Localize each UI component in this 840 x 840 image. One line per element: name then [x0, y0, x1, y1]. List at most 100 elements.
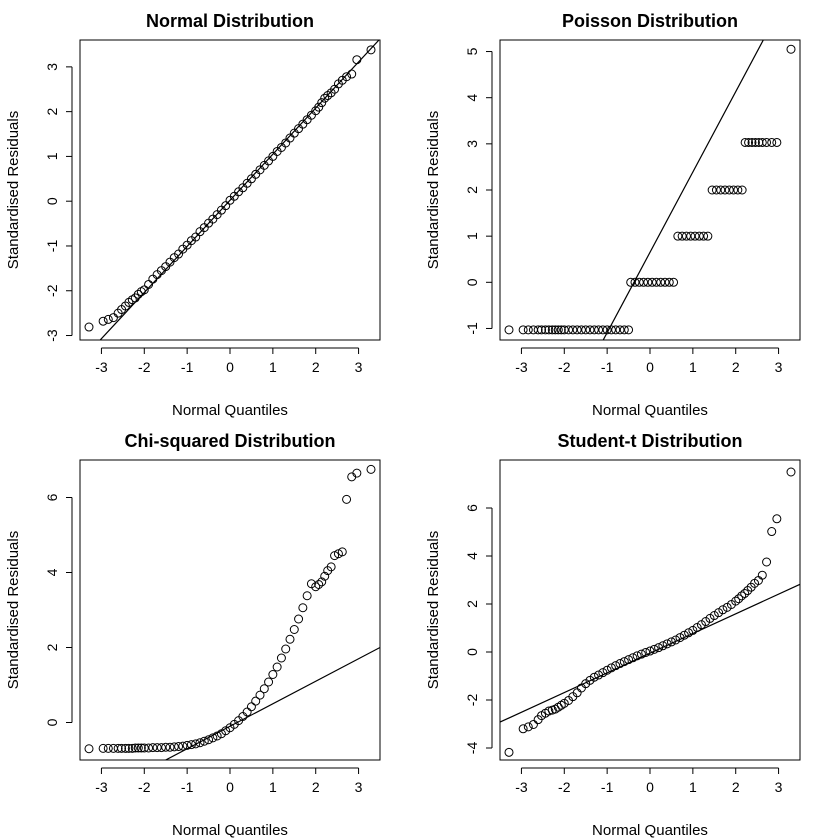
- data-point: [281, 644, 291, 654]
- plot-title: Chi-squared Distribution: [125, 431, 336, 451]
- data-point: [707, 185, 717, 195]
- data-point: [152, 743, 162, 753]
- x-tick-label: -2: [138, 779, 151, 795]
- data-point: [178, 741, 188, 751]
- data-point: [251, 696, 261, 706]
- data-point: [632, 651, 642, 661]
- data-point: [619, 325, 629, 335]
- x-tick-label: -2: [558, 779, 571, 795]
- data-point: [684, 628, 694, 638]
- plot-frame: [79, 39, 381, 341]
- plot-frame: [499, 459, 801, 761]
- data-point: [255, 690, 265, 700]
- y-tick-label: 2: [44, 643, 60, 651]
- y-tick-label: -1: [464, 322, 480, 335]
- data-point: [169, 742, 179, 752]
- data-point: [264, 677, 274, 687]
- x-axis-label: Normal Quantiles: [592, 822, 708, 839]
- x-tick-label: 1: [269, 359, 277, 375]
- data-point: [342, 72, 352, 82]
- x-tick-label: -3: [95, 779, 108, 795]
- data-point: [144, 279, 154, 289]
- data-point: [576, 325, 586, 335]
- data-point: [626, 277, 636, 287]
- data-point: [352, 55, 362, 65]
- data-point: [681, 231, 691, 241]
- data-point: [221, 201, 231, 211]
- x-tick-label: -2: [558, 359, 571, 375]
- data-point: [589, 672, 599, 682]
- data-point: [639, 277, 649, 287]
- data-point: [317, 577, 327, 587]
- data-point: [139, 743, 149, 753]
- data-point: [564, 325, 574, 335]
- data-point: [103, 314, 113, 324]
- data-point: [133, 289, 143, 299]
- data-point: [675, 633, 685, 643]
- data-point: [528, 719, 538, 729]
- data-point: [120, 743, 130, 753]
- y-tick-label: 2: [44, 108, 60, 116]
- data-point: [144, 743, 154, 753]
- data-point: [314, 580, 324, 589]
- data-point: [130, 743, 140, 753]
- data-point: [585, 325, 595, 335]
- reference-line: [602, 40, 764, 340]
- y-axis: -1 0 1 2 3 4 5: [464, 47, 493, 335]
- y-tick-label: 1: [44, 152, 60, 160]
- data-point: [133, 743, 143, 753]
- data-point: [148, 274, 158, 284]
- data-point: [744, 137, 754, 147]
- data-point: [699, 231, 709, 241]
- plot-frame: [79, 459, 381, 761]
- data-point: [246, 174, 256, 184]
- data-point: [259, 684, 269, 694]
- data-point: [677, 231, 687, 241]
- data-point: [767, 527, 777, 537]
- data-point: [84, 322, 94, 332]
- y-tick-label: 2: [464, 186, 480, 194]
- data-point: [720, 185, 730, 195]
- x-tick-label: 2: [312, 359, 320, 375]
- data-point: [113, 743, 123, 753]
- y-tick-label: 0: [464, 648, 480, 656]
- data-point: [762, 557, 772, 567]
- x-axis: -3 -2 -1 0 1 2 3: [515, 347, 783, 375]
- y-axis-label: Standardised Residuals: [5, 111, 22, 269]
- data-point: [594, 325, 604, 335]
- data-point: [108, 313, 118, 323]
- data-point: [606, 663, 616, 673]
- data-point: [242, 707, 252, 717]
- data-point: [750, 137, 760, 147]
- data-point: [294, 614, 304, 624]
- qq-plot-student-t: Student-t Distribution Normal Quantiles …: [425, 431, 801, 839]
- x-tick-label: 1: [689, 359, 697, 375]
- data-point: [136, 743, 146, 753]
- x-tick-label: 2: [732, 359, 740, 375]
- data-point: [553, 325, 563, 335]
- x-tick-label: 0: [226, 359, 234, 375]
- x-tick-label: 3: [775, 779, 783, 795]
- data-point: [757, 570, 767, 580]
- data-point: [660, 277, 670, 287]
- data-point: [602, 325, 612, 335]
- qq-plot-poisson: Poisson Distribution Normal Quantiles St…: [425, 11, 801, 419]
- data-point: [528, 325, 538, 335]
- data-point: [772, 514, 782, 524]
- y-axis-label: Standardised Residuals: [425, 531, 442, 689]
- y-tick-label: -2: [44, 284, 60, 297]
- y-tick-label: 6: [464, 504, 480, 512]
- data-point: [320, 571, 330, 581]
- y-tick-label: -4: [464, 742, 480, 755]
- data-point: [615, 659, 625, 669]
- data-point: [246, 702, 256, 712]
- data-point: [606, 325, 616, 335]
- data-point: [740, 137, 750, 147]
- data-point: [547, 325, 557, 335]
- data-point: [611, 325, 621, 335]
- data-point: [731, 596, 741, 606]
- data-point: [651, 277, 661, 287]
- data-point: [786, 44, 796, 54]
- data-point: [641, 647, 651, 657]
